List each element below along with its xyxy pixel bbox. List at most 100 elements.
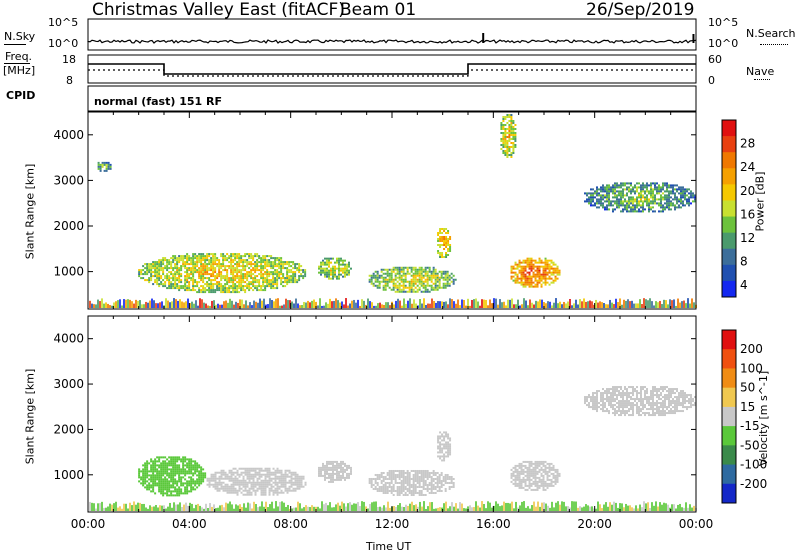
- echo-cell: [516, 265, 519, 268]
- echo-cell: [512, 152, 515, 154]
- echo-cell: [686, 202, 688, 205]
- echo-cell: [418, 286, 421, 289]
- echo-cell: [228, 491, 231, 494]
- ground-scatter-cell: [129, 299, 131, 308]
- ground-scatter-cell: [427, 303, 429, 308]
- echo-cell: [552, 263, 555, 266]
- echo-cell: [426, 471, 429, 474]
- ground-scatter-cell: [479, 305, 481, 308]
- ground-scatter-cell: [585, 504, 587, 511]
- echo-cell: [396, 288, 399, 291]
- ground-scatter-cell: [395, 300, 397, 308]
- echo-cell: [244, 471, 247, 474]
- echo-cell: [290, 261, 293, 264]
- echo-cell: [156, 269, 159, 272]
- echo-cell: [518, 281, 521, 284]
- echo-cell: [342, 474, 344, 477]
- echo-cell: [622, 200, 624, 203]
- echo-cell: [248, 281, 251, 284]
- echo-cell: [550, 267, 553, 270]
- echo-cell: [414, 487, 417, 490]
- echo-cell: [434, 274, 437, 277]
- echo-cell: [256, 267, 259, 270]
- ground-scatter-cell: [139, 502, 141, 511]
- echo-cell: [612, 390, 614, 393]
- ground-scatter-cell: [221, 504, 223, 511]
- echo-cell: [344, 462, 346, 465]
- echo-cell: [382, 487, 385, 490]
- echo-cell: [164, 462, 167, 465]
- echo-cell: [608, 184, 610, 187]
- echo-cell: [608, 192, 610, 195]
- echo-cell: [288, 281, 291, 284]
- echo-cell: [300, 479, 303, 482]
- ground-scatter-cell: [399, 300, 401, 308]
- echo-cell: [234, 479, 237, 482]
- freq-tick-top: 18: [62, 53, 76, 66]
- echo-cell: [340, 257, 342, 260]
- echo-cell: [230, 261, 233, 264]
- echo-cell: [330, 277, 332, 280]
- ground-scatter-cell: [131, 301, 133, 308]
- echo-cell: [264, 287, 267, 290]
- echo-cell: [226, 475, 229, 478]
- ground-scatter-cell: [203, 302, 205, 308]
- echo-cell: [212, 255, 215, 258]
- echo-cell: [154, 476, 157, 479]
- echo-cell: [174, 488, 177, 491]
- echo-cell: [436, 272, 439, 275]
- echo-cell: [256, 255, 259, 258]
- echo-cell: [270, 489, 273, 492]
- echo-cell: [288, 481, 291, 484]
- ground-scatter-cell: [421, 506, 423, 511]
- echo-cell: [270, 473, 273, 476]
- ground-scatter-cell: [183, 302, 185, 308]
- echo-cell: [158, 269, 161, 272]
- echo-cell: [320, 271, 322, 274]
- echo-cell: [676, 184, 678, 187]
- ground-scatter-cell: [143, 304, 145, 308]
- echo-cell: [240, 265, 243, 268]
- ground-scatter-cell: [115, 301, 117, 308]
- echo-cell: [276, 273, 279, 276]
- echo-cell: [443, 453, 446, 456]
- echo-cell: [650, 182, 652, 185]
- echo-cell: [550, 462, 553, 465]
- echo-cell: [248, 479, 251, 482]
- echo-cell: [202, 291, 205, 294]
- echo-cell: [210, 291, 213, 294]
- ground-scatter-cell: [453, 301, 455, 308]
- echo-cell: [524, 275, 527, 278]
- echo-cell: [276, 277, 279, 280]
- echo-cell: [328, 265, 330, 268]
- echo-cell: [584, 192, 586, 195]
- cpid-label: CPID: [6, 89, 36, 102]
- echo-cell: [652, 198, 654, 201]
- echo-cell: [328, 474, 330, 477]
- echo-cell: [536, 480, 539, 483]
- echo-cell: [144, 474, 147, 477]
- echo-cell: [416, 469, 419, 472]
- echo-cell: [550, 277, 553, 280]
- echo-cell: [442, 270, 445, 273]
- echo-cell: [238, 479, 241, 482]
- echo-cell: [232, 255, 235, 258]
- echo-cell: [520, 281, 523, 284]
- echo-cell: [662, 204, 664, 207]
- echo-cell: [234, 285, 237, 288]
- echo-cell: [326, 470, 328, 473]
- echo-cell: [426, 282, 429, 285]
- echo-cell: [244, 481, 247, 484]
- echo-cell: [278, 277, 281, 280]
- echo-cell: [616, 184, 618, 187]
- ground-scatter-cell: [379, 506, 381, 511]
- echo-cell: [372, 483, 375, 486]
- echo-cell: [188, 269, 191, 272]
- echo-cell: [184, 492, 187, 495]
- echo-cell: [166, 472, 169, 475]
- echo-cell: [272, 473, 275, 476]
- echo-cell: [534, 480, 537, 483]
- echo-cell: [412, 274, 415, 277]
- echo-cell: [240, 491, 243, 494]
- echo-cell: [447, 232, 450, 235]
